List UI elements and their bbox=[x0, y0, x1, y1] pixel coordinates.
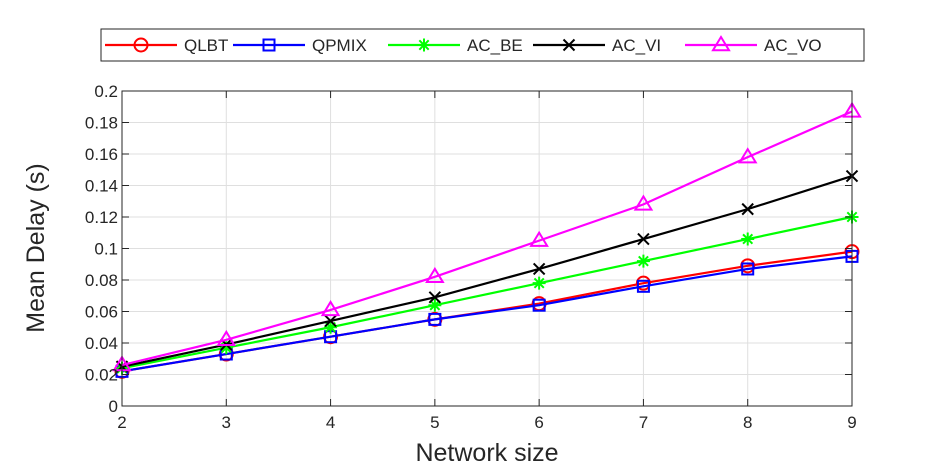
series-line-ac-vo bbox=[121, 110, 853, 367]
series-line-ac-vi bbox=[121, 175, 853, 368]
data-point-ac-be bbox=[324, 320, 338, 334]
data-point-ac-be bbox=[219, 341, 233, 355]
data-point-ac-vi bbox=[741, 202, 754, 216]
data-point-ac-be bbox=[532, 276, 546, 290]
data-point-ac-vi bbox=[532, 262, 546, 276]
y-tick-label: 0.08 bbox=[85, 271, 118, 290]
x-tick-label: 9 bbox=[847, 413, 856, 432]
y-tick-label: 0.1 bbox=[94, 240, 118, 259]
data-point-ac-be bbox=[741, 232, 755, 246]
data-point-ac-vo bbox=[216, 329, 237, 347]
legend-entry-qlbt: QLBT bbox=[105, 36, 228, 55]
series-ac-vo bbox=[112, 101, 862, 372]
x-tick-label: 5 bbox=[430, 413, 439, 432]
y-tick-label: 0.04 bbox=[85, 334, 118, 353]
x-tick-label: 2 bbox=[117, 413, 126, 432]
data-point-qpmix bbox=[741, 262, 755, 276]
data-point-ac-vo bbox=[529, 230, 549, 247]
data-point-ac-vo bbox=[425, 266, 445, 284]
series-line-qpmix bbox=[121, 255, 853, 373]
data-point-ac-be bbox=[428, 298, 442, 312]
y-axis-label: Mean Delay (s) bbox=[22, 163, 50, 333]
legend-entry-ac-be: AC_BE bbox=[388, 36, 523, 55]
y-tick-label: 0.02 bbox=[85, 366, 118, 385]
data-point-ac-be bbox=[636, 254, 650, 268]
data-point-ac-vo bbox=[737, 147, 758, 164]
legend-marker-ac-be bbox=[417, 38, 431, 52]
x-tick-label: 6 bbox=[534, 413, 543, 432]
legend-label-ac-be: AC_BE bbox=[467, 36, 523, 55]
legend-label-ac-vo: AC_VO bbox=[764, 36, 822, 55]
legend: QLBT QPMIX AC_BE AC_VI AC_VO bbox=[100, 28, 865, 62]
data-point-qpmix bbox=[532, 298, 546, 312]
data-point-ac-vi bbox=[428, 291, 442, 304]
y-tick-label: 0.12 bbox=[85, 208, 118, 227]
x-tick-label: 7 bbox=[639, 413, 648, 432]
series-ac-be bbox=[115, 210, 859, 375]
x-tick-label: 4 bbox=[326, 413, 335, 432]
x-tick-label: 8 bbox=[743, 413, 752, 432]
axis-ticks: 2 3 4 5 6 7 8 9 0 0.02 0.04 0.06 0.08 0.1 0.12 0.14 0.16… bbox=[85, 82, 857, 432]
y-tick-label: 0.14 bbox=[85, 177, 118, 196]
data-point-ac-vi bbox=[637, 232, 650, 246]
legend-label-qlbt: QLBT bbox=[184, 36, 228, 55]
series-line-ac-be bbox=[121, 215, 853, 370]
legend-marker-ac-vi bbox=[562, 38, 576, 52]
data-point-ac-vo bbox=[633, 194, 654, 211]
legend-marker-ac-vo bbox=[711, 35, 731, 52]
y-tick-label: 0.16 bbox=[85, 145, 118, 164]
data-point-qpmix bbox=[636, 279, 650, 293]
legend-entry-qpmix: QPMIX bbox=[233, 36, 367, 55]
y-tick-label: 0.06 bbox=[85, 303, 118, 322]
y-tick-label: 0 bbox=[109, 397, 118, 416]
legend-label-qpmix: QPMIX bbox=[312, 36, 367, 55]
data-point-ac-vo bbox=[320, 299, 341, 317]
legend-marker-qpmix bbox=[262, 38, 276, 52]
data-point-ac-vi bbox=[324, 314, 337, 328]
legend-entry-ac-vi: AC_VI bbox=[533, 36, 661, 55]
y-tick-label: 0.2 bbox=[94, 82, 118, 101]
x-tick-label: 3 bbox=[222, 413, 231, 432]
legend-label-ac-vi: AC_VI bbox=[612, 36, 661, 55]
legend-entry-ac-vo: AC_VO bbox=[685, 35, 822, 55]
data-point-qpmix bbox=[428, 312, 442, 326]
x-axis-label: Network size bbox=[415, 439, 558, 467]
grid-lines bbox=[122, 91, 852, 406]
legend-marker-qlbt bbox=[133, 37, 149, 53]
series-group bbox=[112, 101, 862, 379]
y-tick-label: 0.18 bbox=[85, 114, 118, 133]
